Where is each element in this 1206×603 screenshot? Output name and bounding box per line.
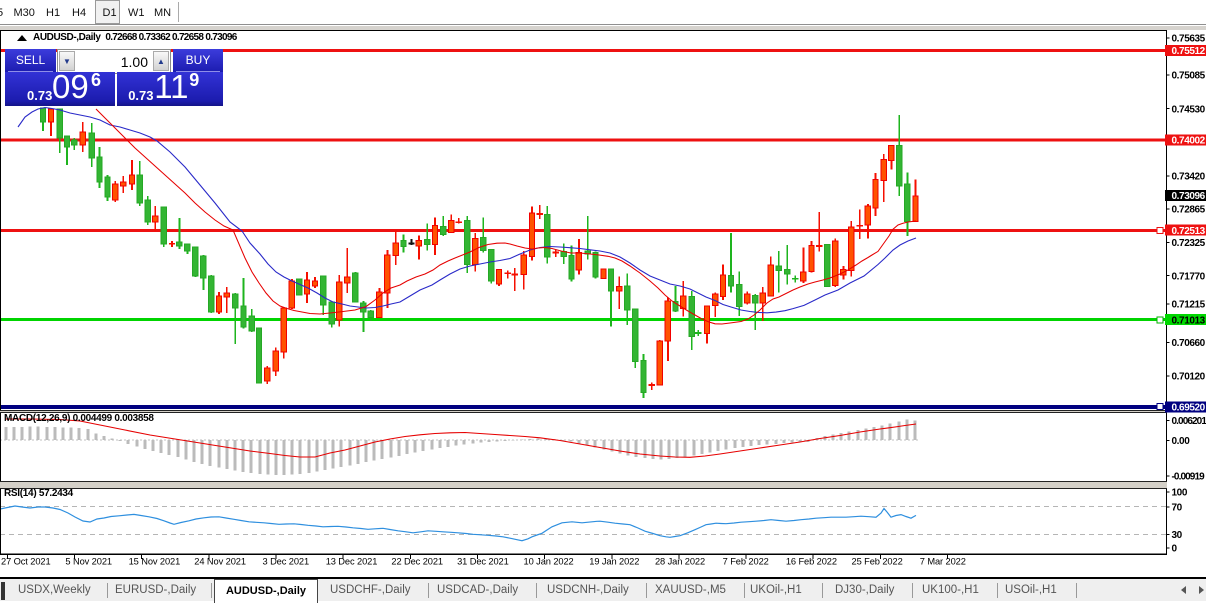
svg-text:RSI(14) 57.2434: RSI(14) 57.2434 — [4, 488, 74, 499]
svg-text:15 Nov 2021: 15 Nov 2021 — [129, 557, 181, 567]
svg-text:0.74530: 0.74530 — [1172, 104, 1206, 115]
svg-text:0.72513: 0.72513 — [1172, 226, 1206, 237]
svg-text:0.75512: 0.75512 — [1172, 46, 1206, 57]
svg-text:0.70120: 0.70120 — [1172, 372, 1206, 383]
svg-text:3 Dec 2021: 3 Dec 2021 — [263, 557, 310, 567]
svg-text:0.75085: 0.75085 — [1172, 71, 1206, 82]
svg-text:-0.00919: -0.00919 — [1172, 472, 1206, 483]
svg-text:0.71215: 0.71215 — [1172, 300, 1206, 311]
svg-text:0: 0 — [1172, 544, 1178, 555]
svg-text:13 Dec 2021: 13 Dec 2021 — [326, 557, 378, 567]
svg-text:7 Mar 2022: 7 Mar 2022 — [920, 557, 966, 567]
svg-text:0.75635: 0.75635 — [1172, 34, 1206, 45]
svg-text:22 Dec 2021: 22 Dec 2021 — [391, 557, 443, 567]
svg-text:0.72865: 0.72865 — [1172, 205, 1206, 216]
svg-text:0.74002: 0.74002 — [1172, 136, 1206, 147]
svg-text:0.73420: 0.73420 — [1172, 172, 1206, 183]
svg-text:7 Feb 2022: 7 Feb 2022 — [723, 557, 769, 567]
svg-text:MACD(12,26,9) 0.004499 0.00385: MACD(12,26,9) 0.004499 0.003858 — [4, 413, 154, 424]
svg-text:70: 70 — [1172, 503, 1183, 514]
svg-text:0.00: 0.00 — [1172, 436, 1191, 447]
svg-text:0.72325: 0.72325 — [1172, 238, 1206, 249]
svg-text:0.71770: 0.71770 — [1172, 271, 1206, 282]
svg-text:24 Nov 2021: 24 Nov 2021 — [194, 557, 246, 567]
svg-text:27 Oct 2021: 27 Oct 2021 — [1, 557, 51, 567]
svg-text:16 Feb 2022: 16 Feb 2022 — [786, 557, 837, 567]
svg-text:0.71013: 0.71013 — [1172, 315, 1206, 326]
svg-text:10 Jan 2022: 10 Jan 2022 — [524, 557, 574, 567]
svg-text:30: 30 — [1172, 530, 1183, 541]
svg-text:0.006201: 0.006201 — [1172, 416, 1206, 427]
svg-text:0.70660: 0.70660 — [1172, 338, 1206, 349]
svg-text:0.69520: 0.69520 — [1172, 403, 1206, 414]
svg-text:19 Jan 2022: 19 Jan 2022 — [589, 557, 639, 567]
svg-text:100: 100 — [1172, 488, 1188, 499]
svg-text:0.73096: 0.73096 — [1172, 191, 1206, 202]
svg-text:25 Feb 2022: 25 Feb 2022 — [852, 557, 903, 567]
svg-text:5 Nov 2021: 5 Nov 2021 — [65, 557, 112, 567]
svg-text:31 Dec 2021: 31 Dec 2021 — [457, 557, 509, 567]
svg-text:28 Jan 2022: 28 Jan 2022 — [655, 557, 705, 567]
